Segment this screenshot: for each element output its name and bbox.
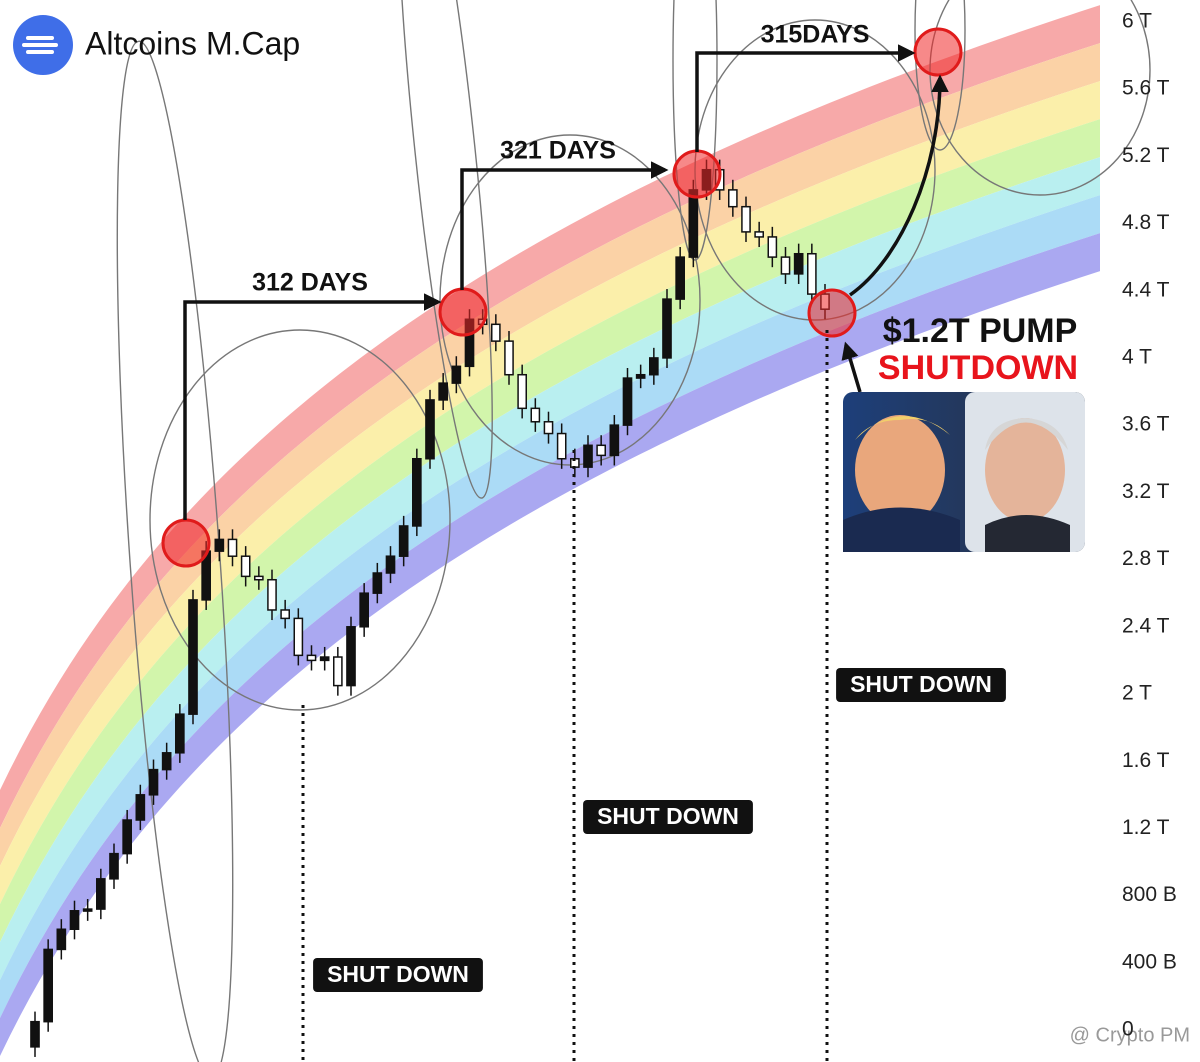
candle-body — [556, 432, 567, 460]
candle-body — [135, 794, 146, 821]
y-tick-label: 3.2 T — [1122, 480, 1170, 503]
candle-body — [807, 252, 817, 295]
candle-body — [728, 189, 738, 208]
candle-body — [56, 928, 67, 951]
chart-title: Altcoins M.Cap — [85, 25, 300, 61]
candle-body — [517, 373, 527, 410]
duration-label: 321 DAYS — [500, 137, 616, 165]
y-tick-label: 5.6 T — [1122, 77, 1170, 100]
candle-body — [635, 373, 646, 379]
shutdown-lines — [301, 330, 829, 1062]
candle-body — [240, 555, 251, 578]
candle-body — [543, 421, 554, 435]
candle-body — [214, 538, 225, 552]
shutdown-label: SHUT DOWN — [850, 671, 992, 697]
candle-body — [96, 878, 106, 910]
candle-body — [649, 357, 659, 376]
candle-body — [359, 592, 369, 628]
candle-body — [583, 444, 593, 468]
peak-circles — [161, 27, 963, 568]
candle-body — [82, 908, 93, 912]
candle-body — [43, 948, 53, 1023]
shutdown-box: SHUT DOWN — [836, 668, 1006, 702]
candle-body — [227, 538, 238, 557]
y-tick-label: 6 T — [1122, 9, 1152, 32]
candle-body — [530, 407, 541, 423]
cycle-arcs — [116, 0, 1151, 1062]
y-tick-label: 4.4 T — [1122, 278, 1170, 301]
candle-body — [254, 575, 264, 581]
y-tick-label: 1.2 T — [1122, 816, 1170, 839]
y-tick-label: 400 B — [1122, 950, 1177, 973]
candle-body — [662, 298, 672, 359]
shutdown-label: SHUT DOWN — [327, 961, 469, 987]
shutdown-box: SHUT DOWN — [313, 958, 483, 992]
candle-body — [398, 525, 409, 557]
y-tick-label: 1.6 T — [1122, 749, 1170, 772]
candle-body — [175, 713, 185, 754]
candle-body — [425, 399, 435, 460]
duration-label: 315DAYS — [761, 21, 870, 49]
candle-body — [109, 852, 119, 880]
candle-body — [306, 654, 317, 662]
candle-body — [122, 819, 132, 855]
duration-label: 312 DAYS — [252, 269, 368, 297]
cycle-arrows — [183, 44, 949, 520]
candle-body — [188, 599, 198, 715]
candle-body — [319, 656, 330, 662]
candle-body — [688, 189, 699, 258]
candle-body — [793, 252, 804, 275]
y-tick-label: 4 T — [1122, 345, 1152, 368]
photo — [843, 392, 1085, 552]
candle-body — [293, 617, 304, 657]
candle-body — [30, 1020, 40, 1048]
candle-body — [596, 444, 606, 457]
candle-body — [412, 457, 422, 527]
logo — [13, 15, 73, 75]
y-tick-label: 2.4 T — [1122, 614, 1170, 637]
candle-body — [622, 377, 633, 426]
candle-body — [609, 424, 620, 457]
shutdown-box: SHUT DOWN — [583, 800, 753, 834]
y-tick-label: 2 T — [1122, 682, 1152, 705]
shutdown-label: SHUT DOWN — [597, 803, 739, 829]
watermark: @ Crypto PM — [1070, 1024, 1190, 1046]
candle-body — [741, 205, 751, 233]
candle-body — [491, 323, 501, 342]
candle-body — [767, 236, 778, 258]
candle-body — [675, 256, 685, 300]
y-tick-label: 800 B — [1122, 883, 1177, 906]
candle-body — [267, 578, 277, 611]
shutdown-box-bg — [836, 668, 1006, 702]
candle-body — [438, 382, 448, 401]
pump-label: $1.2T PUMP — [883, 312, 1078, 350]
y-tick-label: 3.6 T — [1122, 413, 1170, 436]
candles — [30, 159, 830, 1057]
candle-body — [385, 555, 396, 574]
shutdown-box-bg — [313, 958, 483, 992]
candle-body — [451, 365, 462, 384]
candle-body — [69, 910, 80, 930]
y-tick-label: 0 — [1122, 1018, 1134, 1041]
candle-body — [754, 231, 764, 238]
candle-body — [372, 572, 383, 594]
y-tick-label: 2.8 T — [1122, 547, 1170, 570]
shutdown-headline: SHUTDOWN — [878, 349, 1078, 387]
candle-body — [504, 340, 514, 376]
shutdown-box-bg — [583, 800, 753, 834]
candle-body — [333, 656, 343, 687]
candle-body — [280, 609, 290, 620]
candle-body — [780, 256, 791, 275]
y-tick-label: 5.2 T — [1122, 144, 1170, 167]
candle-body — [148, 768, 159, 796]
y-tick-label: 4.8 T — [1122, 211, 1170, 234]
candle-body — [161, 752, 172, 771]
candle-body — [346, 626, 356, 687]
